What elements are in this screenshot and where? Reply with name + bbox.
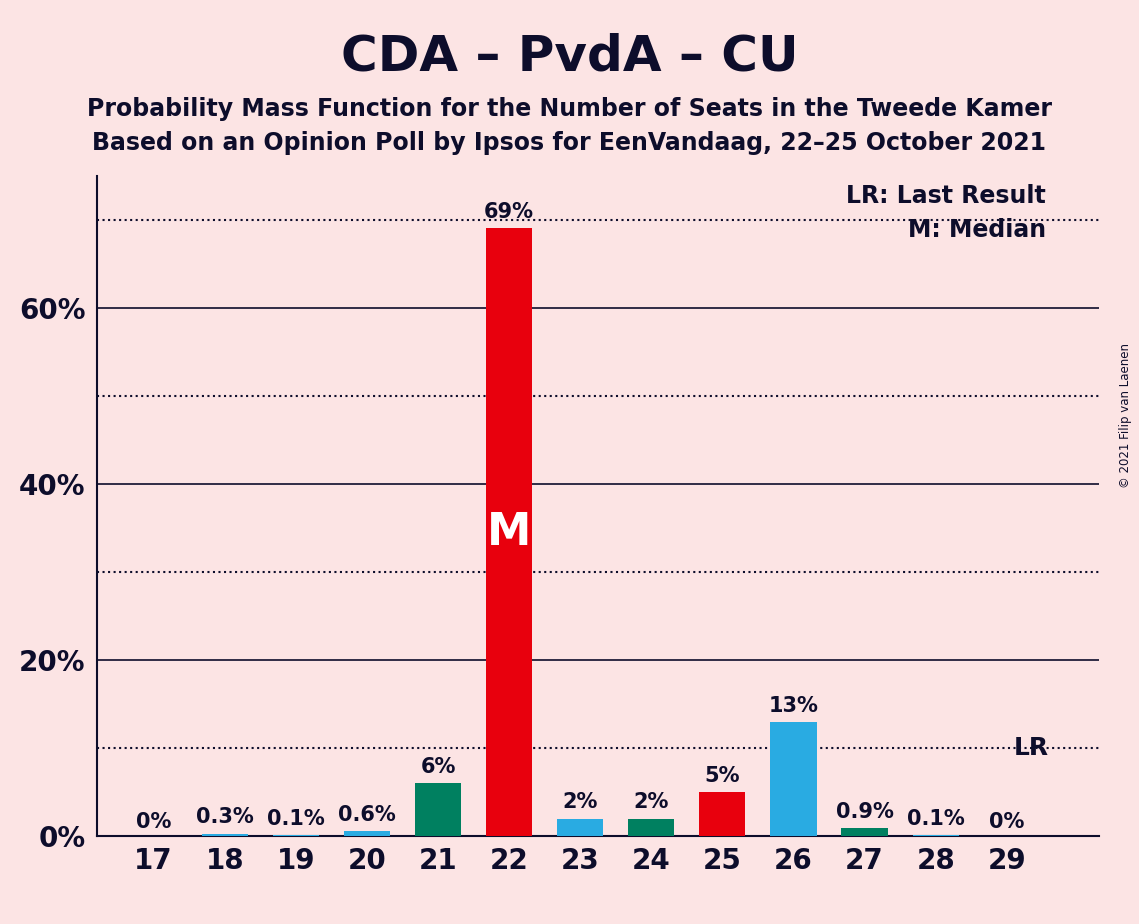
Text: 0.1%: 0.1% <box>907 809 965 829</box>
Text: 6%: 6% <box>420 757 456 777</box>
Text: 2%: 2% <box>633 793 669 812</box>
Text: Probability Mass Function for the Number of Seats in the Tweede Kamer: Probability Mass Function for the Number… <box>87 97 1052 121</box>
Bar <box>202 833 248 836</box>
Text: 13%: 13% <box>769 696 819 715</box>
Bar <box>842 828 887 836</box>
Bar <box>699 792 746 836</box>
Text: LR: LR <box>1014 736 1049 760</box>
Text: 69%: 69% <box>484 202 534 223</box>
Text: 0.6%: 0.6% <box>338 805 396 825</box>
Text: LR: Last Result: LR: Last Result <box>846 185 1046 209</box>
Bar <box>344 831 390 836</box>
Text: CDA – PvdA – CU: CDA – PvdA – CU <box>341 32 798 80</box>
Text: M: Median: M: Median <box>908 218 1046 242</box>
Text: 0.3%: 0.3% <box>196 808 254 827</box>
Bar <box>415 784 461 836</box>
Text: 5%: 5% <box>705 766 740 786</box>
Bar <box>486 228 532 836</box>
Text: M: M <box>487 511 531 553</box>
Text: Based on an Opinion Poll by Ipsos for EenVandaag, 22–25 October 2021: Based on an Opinion Poll by Ipsos for Ee… <box>92 131 1047 155</box>
Text: 0%: 0% <box>989 812 1024 832</box>
Bar <box>557 819 604 836</box>
Text: © 2021 Filip van Laenen: © 2021 Filip van Laenen <box>1118 344 1132 488</box>
Bar <box>770 722 817 836</box>
Text: 0%: 0% <box>136 812 171 832</box>
Text: 0.9%: 0.9% <box>836 802 893 822</box>
Text: 0.1%: 0.1% <box>267 809 325 829</box>
Text: 2%: 2% <box>563 793 598 812</box>
Bar <box>629 819 674 836</box>
